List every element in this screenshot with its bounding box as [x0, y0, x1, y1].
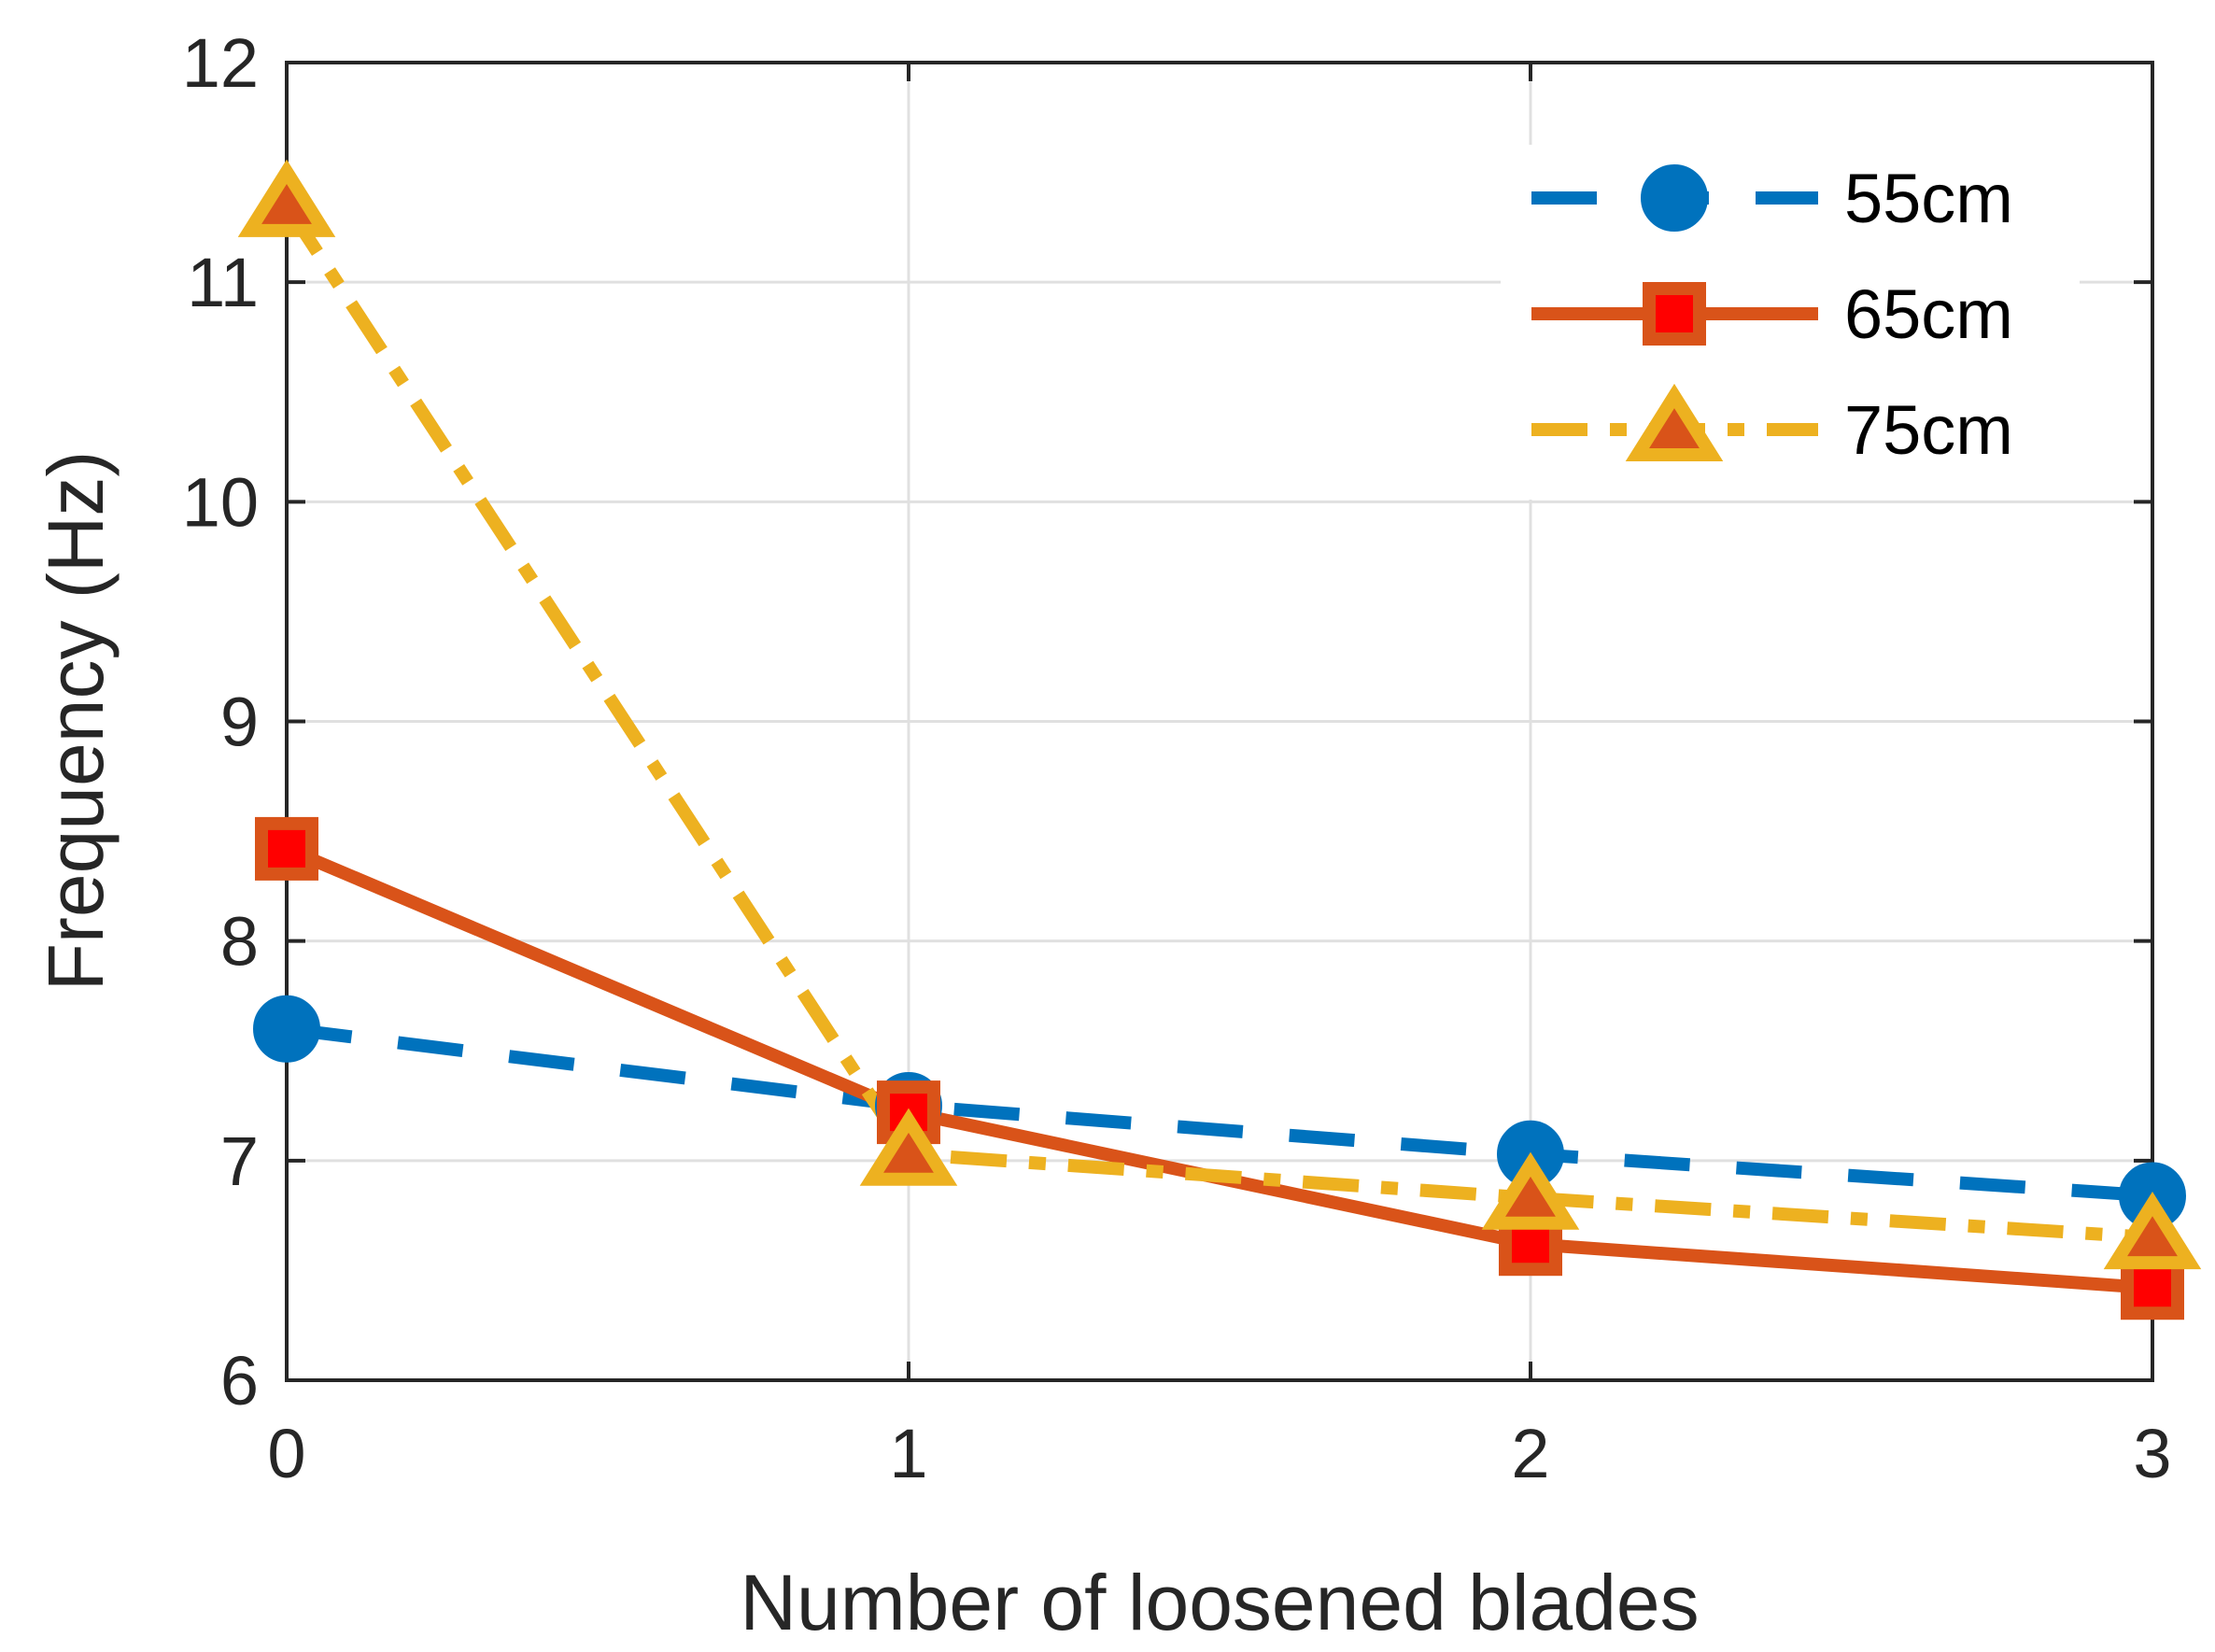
- y-tick-label: 8: [220, 903, 259, 981]
- x-axis-label: Number of loosened blades: [740, 1559, 1699, 1646]
- data-point-65cm: [2121, 1256, 2184, 1320]
- legend-label-55cm: 55cm: [1844, 160, 2013, 237]
- x-tick-label: 1: [889, 1415, 927, 1492]
- x-tick-label: 0: [267, 1415, 305, 1492]
- data-point-75cm: [237, 159, 336, 237]
- data-point-75cm: [859, 1108, 958, 1186]
- data-point-65cm: [255, 816, 318, 881]
- y-tick-label: 10: [182, 463, 259, 541]
- series-lines: [281, 202, 2153, 1295]
- data-point-75cm: [2103, 1191, 2202, 1270]
- legend-label-65cm: 65cm: [1844, 275, 2013, 353]
- series-markers: [237, 159, 2202, 1320]
- legend-marker-65cm: [1643, 282, 1706, 346]
- legend-marker-75cm: [1625, 383, 1724, 461]
- legend-label-75cm: 75cm: [1844, 391, 2013, 469]
- y-axis-label: Frequency (Hz): [32, 451, 120, 992]
- legend: 55cm 65cm 75cm: [1501, 145, 2080, 500]
- legend-marker-55cm: [1641, 164, 1708, 232]
- x-tick-label: 3: [2133, 1415, 2171, 1492]
- data-point-55cm: [253, 995, 320, 1063]
- y-tick-label: 9: [220, 684, 259, 761]
- y-tick-label: 11: [187, 244, 259, 321]
- data-point-75cm: [1481, 1151, 1580, 1230]
- series-line-75cm: [281, 202, 2153, 1245]
- series-line-55cm: [286, 1022, 2153, 1203]
- x-tick-label: 2: [1511, 1415, 1549, 1492]
- y-tick-label: 6: [220, 1342, 259, 1419]
- y-tick-label: 7: [220, 1123, 259, 1200]
- y-tick-label: 12: [182, 24, 259, 102]
